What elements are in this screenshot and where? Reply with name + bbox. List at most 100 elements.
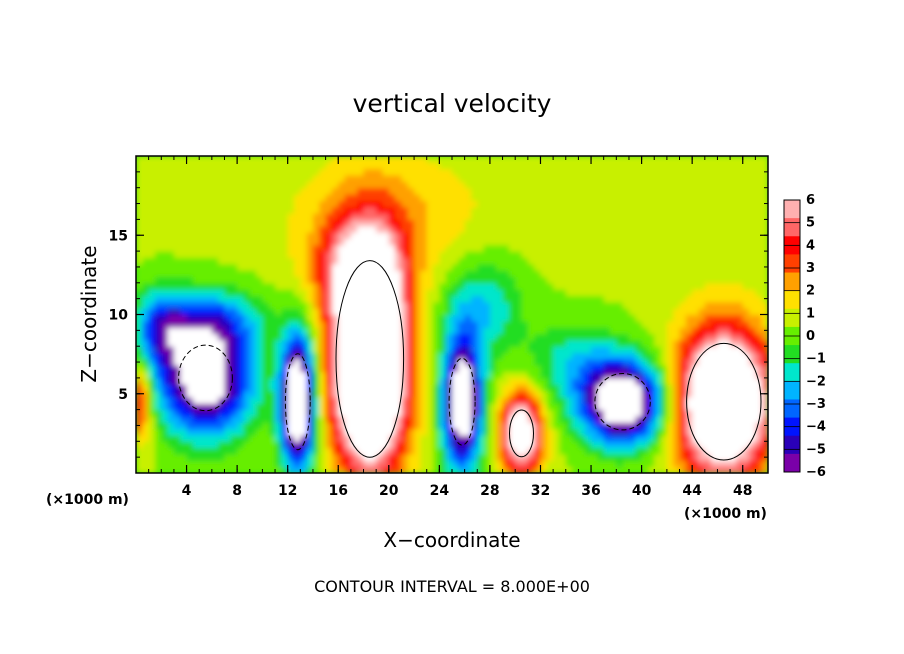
heatmap-cell: [679, 460, 687, 468]
heatmap-cell: [268, 428, 276, 436]
heatmap-cell: [357, 276, 365, 284]
heatmap-cell: [230, 352, 238, 360]
heatmap-cell: [578, 162, 586, 170]
heatmap-cell: [249, 409, 257, 417]
heatmap-cell: [597, 314, 605, 322]
heatmap-cell: [230, 403, 238, 411]
heatmap-cell: [186, 194, 194, 201]
heatmap-cell: [698, 320, 706, 328]
heatmap-cell: [559, 314, 567, 322]
heatmap-cell: [527, 282, 535, 290]
heatmap-cell: [704, 200, 712, 208]
heatmap-cell: [180, 409, 188, 417]
heatmap-cell: [275, 244, 282, 252]
heatmap-cell: [654, 415, 662, 423]
heatmap-cell: [521, 339, 529, 347]
heatmap-cell: [249, 320, 257, 328]
heatmap-cell: [388, 314, 396, 322]
heatmap-cell: [445, 346, 453, 354]
heatmap-cell: [439, 384, 447, 392]
heatmap-cell: [470, 377, 478, 385]
heatmap-cell: [477, 358, 485, 366]
heatmap-cell: [584, 314, 592, 322]
heatmap-cell: [173, 333, 181, 341]
heatmap-cell: [515, 415, 523, 423]
heatmap-cell: [565, 213, 573, 220]
heatmap-cell: [439, 238, 447, 246]
heatmap-cell: [572, 194, 579, 201]
heatmap-cell: [711, 181, 719, 189]
heatmap-cell: [281, 295, 289, 303]
heatmap-cell: [161, 377, 169, 385]
heatmap-cell: [312, 371, 320, 379]
heatmap-cell: [249, 377, 257, 385]
heatmap-cell: [755, 358, 763, 366]
heatmap-cell: [256, 257, 263, 265]
heatmap-cell: [224, 327, 232, 335]
heatmap-cell: [704, 244, 712, 252]
heatmap-cell: [256, 270, 263, 278]
heatmap-cell: [723, 415, 731, 423]
heatmap-cell: [426, 156, 434, 163]
heatmap-cell: [243, 434, 251, 442]
heatmap-cell: [243, 409, 251, 417]
heatmap-cell: [136, 339, 143, 347]
heatmap-cell: [395, 377, 403, 385]
heatmap-cell: [439, 251, 447, 259]
heatmap-cell: [477, 301, 485, 309]
heatmap-cell: [426, 327, 434, 335]
heatmap-cell: [553, 238, 561, 246]
heatmap-cell: [363, 466, 371, 473]
heatmap-cell: [262, 295, 270, 303]
heatmap-cell: [711, 352, 719, 360]
heatmap-cell: [357, 251, 365, 259]
heatmap-cell: [717, 251, 725, 259]
heatmap-cell: [578, 365, 586, 373]
heatmap-cell: [610, 270, 617, 278]
heatmap-cell: [287, 453, 295, 461]
heatmap-cell: [230, 168, 238, 176]
heatmap-cell: [666, 270, 674, 278]
heatmap-cell: [521, 434, 529, 442]
heatmap-cell: [224, 162, 232, 170]
heatmap-cell: [464, 289, 472, 297]
heatmap-cell: [294, 377, 301, 385]
heatmap-cell: [546, 270, 554, 278]
heatmap-cell: [692, 301, 700, 309]
heatmap-cell: [306, 289, 314, 297]
heatmap-cell: [186, 447, 194, 455]
heatmap-cell: [527, 339, 535, 347]
heatmap-cell: [534, 358, 542, 366]
heatmap-cell: [173, 352, 181, 360]
heatmap-cell: [685, 194, 693, 201]
heatmap-cell: [698, 422, 706, 430]
heatmap-cell: [496, 314, 504, 322]
heatmap-cell: [736, 213, 744, 220]
heatmap-cell: [515, 358, 523, 366]
heatmap-cell: [742, 194, 750, 201]
heatmap-cell: [749, 314, 756, 322]
heatmap-cell: [755, 365, 763, 373]
heatmap-cell: [610, 194, 617, 201]
heatmap-cell: [527, 238, 535, 246]
heatmap-cell: [136, 434, 143, 442]
heatmap-cell: [597, 339, 605, 347]
heatmap-cell: [199, 225, 207, 233]
heatmap-cell: [319, 295, 327, 303]
heatmap-cell: [616, 320, 624, 328]
heatmap-cell: [749, 219, 756, 227]
heatmap-cell: [572, 257, 579, 265]
heatmap-cell: [287, 460, 295, 468]
heatmap-cell: [331, 327, 339, 335]
heatmap-cell: [654, 371, 662, 379]
heatmap-cell: [237, 447, 245, 455]
heatmap-cell: [211, 327, 219, 335]
heatmap-cell: [433, 365, 440, 373]
heatmap-cell: [685, 352, 693, 360]
heatmap-cell: [186, 270, 194, 278]
heatmap-cell: [407, 187, 415, 195]
heatmap-cell: [376, 175, 384, 182]
heatmap-cell: [287, 466, 295, 473]
heatmap-cell: [660, 314, 668, 322]
